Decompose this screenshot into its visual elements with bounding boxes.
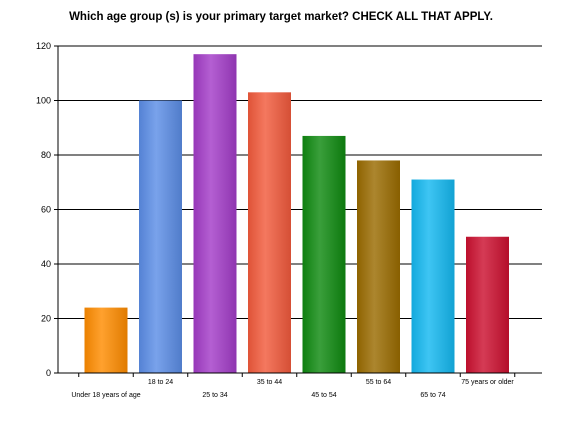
bar-6 <box>411 179 455 373</box>
y-tick-label-40: 40 <box>41 259 51 269</box>
bar-0 <box>84 307 128 373</box>
y-tick-label-120: 120 <box>36 41 51 51</box>
x-tick-label-4: 45 to 54 <box>311 392 336 399</box>
bar-3 <box>248 92 291 373</box>
y-tick-label-80: 80 <box>41 150 51 160</box>
bar-5 <box>357 160 400 373</box>
x-tick-label-5: 55 to 64 <box>366 379 391 386</box>
x-tick-label-3: 35 to 44 <box>257 379 282 386</box>
x-tick-label-1: 18 to 24 <box>148 379 173 386</box>
x-tick-label-0: Under 18 years of age <box>71 392 140 399</box>
y-tick-label-0: 0 <box>46 368 51 378</box>
x-tick-label-6: 65 to 74 <box>420 392 445 399</box>
y-tick-label-60: 60 <box>41 205 51 215</box>
bar-4 <box>302 135 346 373</box>
bar-1 <box>139 100 182 373</box>
bar-2 <box>193 54 237 374</box>
y-tick-label-20: 20 <box>41 314 51 324</box>
label-layer: 0 20 40 60 80 100 120 Under 18 years of age 18 t… <box>36 41 514 399</box>
y-tick-label-100: 100 <box>36 96 51 106</box>
grid-layer <box>58 45 542 319</box>
bar-7 <box>466 236 509 373</box>
x-tick-label-2: 25 to 34 <box>202 392 227 399</box>
axis-layer <box>54 45 542 377</box>
x-tick-label-7: 75 years or older <box>461 379 514 386</box>
bar-layer <box>84 54 509 374</box>
chart-title: Which age group (s) is your primary targ… <box>69 11 493 23</box>
